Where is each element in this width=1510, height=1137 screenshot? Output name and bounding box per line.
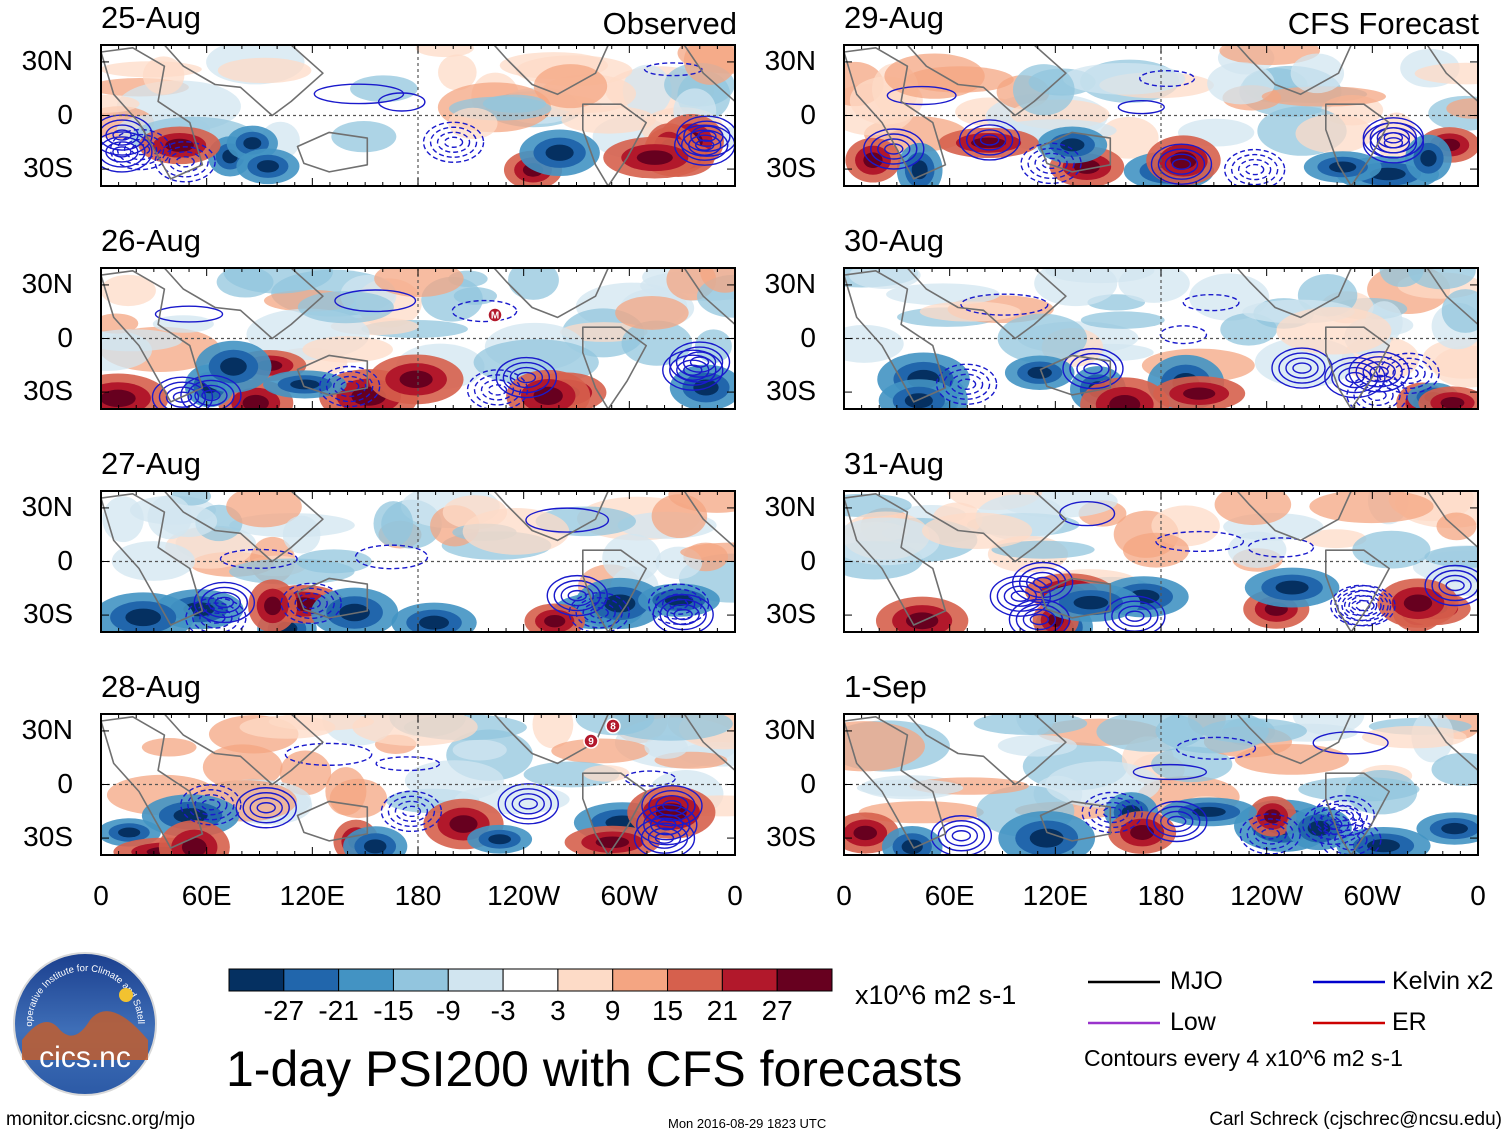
panel-date-25-aug: 25-Aug (101, 0, 201, 35)
panel-date-28-aug: 28-Aug (101, 669, 201, 704)
panel-date-1-sep: 1-Sep (844, 669, 927, 704)
panel-date-30-aug: 30-Aug (844, 223, 944, 258)
map-panel-31-aug (843, 490, 1479, 633)
y-tick-label: 30N (764, 267, 816, 299)
timestamp: Mon 2016-08-29 1823 UTC (668, 1116, 827, 1131)
colorbar-tick-label: 9 (604, 995, 621, 1026)
storm-marker-label: 9 (588, 737, 594, 748)
colorbar-swatch (667, 968, 723, 992)
y-tick-label: 0 (57, 98, 73, 130)
map-panel-30-aug (843, 267, 1479, 410)
x-tick-label: 0 (727, 880, 743, 911)
panel-date-27-aug: 27-Aug (101, 446, 201, 481)
x-tick-label: 0 (836, 880, 852, 911)
x-tick-label: 180 (394, 880, 442, 911)
colorbar-units: x10^6 m2 s-1 (855, 980, 1017, 1010)
legend-low: Low (1170, 1008, 1216, 1036)
y-tick-label: 30N (21, 267, 73, 299)
y-tick-label: 30N (764, 713, 816, 745)
legend-er: ER (1392, 1008, 1427, 1036)
map-panel-27-aug (100, 490, 736, 633)
figure-title: 1-day PSI200 with CFS forecasts (226, 1041, 963, 1097)
x-tick-label: 60W (600, 880, 659, 911)
observed-label: Observed (602, 6, 737, 41)
x-tick-label: 180 (1137, 880, 1185, 911)
y-tick-label: 30S (23, 598, 73, 630)
y-tick-label: 30S (23, 821, 73, 853)
storm-marker-8: 8 (605, 718, 621, 734)
storm-marker-M: M (487, 307, 503, 323)
x-tick-label: 60W (1343, 880, 1402, 911)
legend-kelvin: Kelvin x2 (1392, 967, 1494, 995)
panel-date-26-aug: 26-Aug (101, 223, 201, 258)
x-tick-label: 0 (1470, 880, 1486, 911)
x-tick-label: 60E (181, 880, 232, 911)
y-tick-label: 0 (57, 544, 73, 576)
storm-marker-label: M (491, 311, 499, 322)
colorbar-swatch (283, 968, 340, 992)
map-panel-25-aug (100, 44, 736, 187)
colorbar-swatch (776, 968, 833, 992)
legend-mjo: MJO (1170, 967, 1223, 995)
colorbar-swatch (338, 968, 394, 992)
x-tick-label: 120E (1022, 880, 1089, 911)
cfs-forecast-label: CFS Forecast (1287, 6, 1479, 41)
colorbar-tick-label: -27 (263, 995, 305, 1026)
colorbar-swatch (557, 968, 614, 992)
colorbar-swatch (392, 968, 449, 992)
colorbar-tick-label: -21 (318, 995, 359, 1026)
x-tick-label: 0 (93, 880, 109, 911)
x-tick-label: 120E (279, 880, 346, 911)
colorbar-tick-label: -3 (490, 995, 516, 1026)
colorbar-swatch (502, 968, 559, 992)
map-panel-28-aug (100, 713, 736, 856)
contour-note: Contours every 4 x10^6 m2 s-1 (1084, 1045, 1403, 1071)
panel-date-31-aug: 31-Aug (844, 446, 944, 481)
y-tick-label: 30S (766, 152, 816, 184)
contour-legend (1088, 980, 1385, 1025)
colorbar (228, 968, 833, 992)
map-panel-29-aug (843, 44, 1479, 187)
website-link[interactable]: monitor.cicsnc.org/mjo (6, 1109, 196, 1130)
map-panel-26-aug (100, 267, 736, 410)
logo-text: cics.nc (39, 1041, 131, 1074)
y-tick-label: 30N (764, 490, 816, 522)
colorbar-tick-label: 27 (761, 995, 793, 1026)
colorbar-tick-label: -9 (435, 995, 461, 1026)
colorbar-tick-label: 21 (706, 995, 738, 1026)
storm-marker-9: 9 (583, 733, 599, 749)
panel-date-29-aug: 29-Aug (844, 0, 944, 35)
y-tick-label: 0 (800, 98, 816, 130)
y-tick-label: 30S (766, 598, 816, 630)
y-tick-label: 30N (764, 44, 816, 76)
colorbar-swatch (228, 968, 285, 992)
colorbar-tick-label: -15 (373, 995, 414, 1026)
map-panel-1-sep (843, 713, 1479, 856)
y-tick-label: 30S (766, 375, 816, 407)
colorbar-swatch (447, 968, 504, 992)
x-tick-label: 120W (1230, 880, 1304, 911)
colorbar-swatch (721, 968, 778, 992)
author: Carl Schreck (cjschrec@ncsu.edu) (1209, 1109, 1502, 1130)
y-tick-label: 30S (766, 821, 816, 853)
y-tick-label: 30S (23, 152, 73, 184)
colorbar-tick-label: 15 (651, 995, 684, 1026)
colorbar-tick-label: 3 (550, 995, 566, 1026)
storm-marker-label: 8 (610, 722, 616, 733)
x-tick-label: 120W (487, 880, 561, 911)
colorbar-swatch (612, 968, 669, 992)
y-tick-label: 0 (57, 321, 73, 353)
y-tick-label: 30S (23, 375, 73, 407)
y-tick-label: 30N (21, 713, 73, 745)
x-tick-label: 60E (924, 880, 975, 911)
y-tick-label: 30N (21, 44, 73, 76)
y-tick-label: 0 (800, 321, 816, 353)
y-tick-label: 30N (21, 490, 73, 522)
y-tick-label: 0 (800, 767, 816, 799)
y-tick-label: 0 (800, 544, 816, 576)
y-tick-label: 0 (57, 767, 73, 799)
